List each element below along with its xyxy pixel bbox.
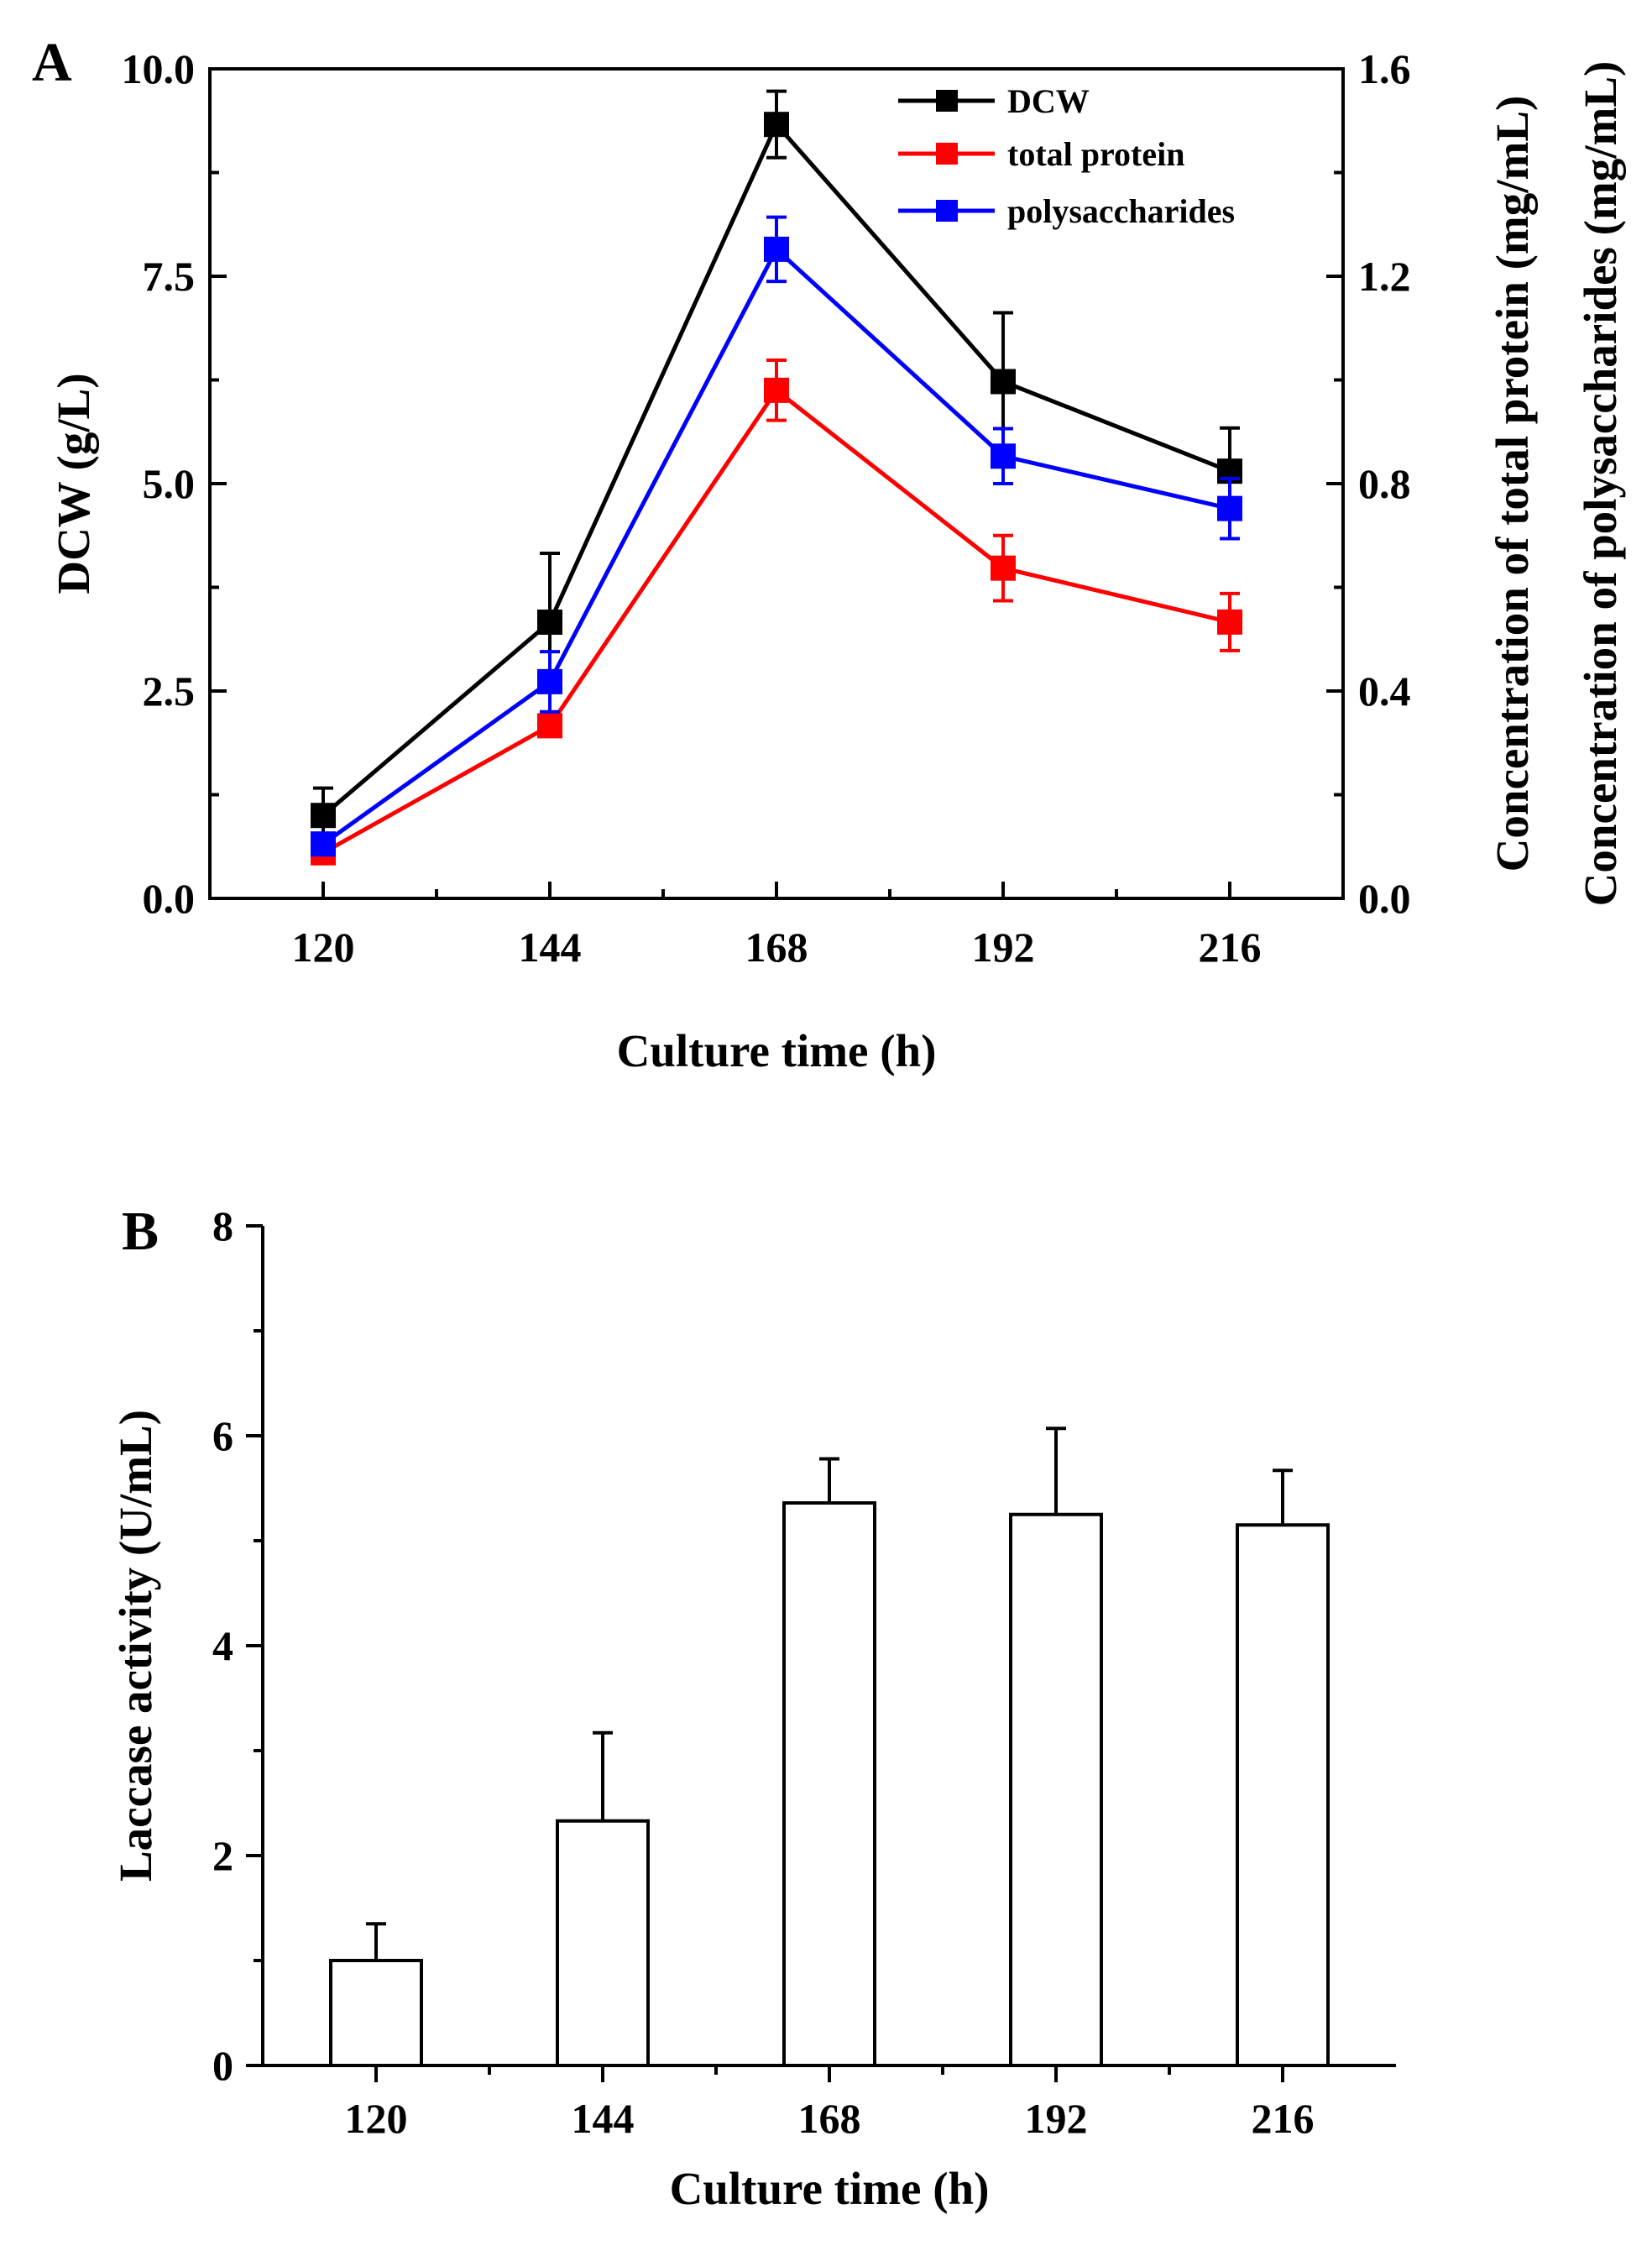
panel-b-bars — [329, 1427, 1330, 2067]
panel-a-x-axis: 120 144 168 192 216 — [292, 882, 1262, 971]
panel-b-y-axis: 0 2 4 6 8 — [212, 1202, 263, 2089]
data-point-dcw — [991, 369, 1016, 395]
y-right-tick-label: 0.0 — [1358, 875, 1411, 922]
panel-a-label: A — [32, 32, 72, 93]
panel-b-x-axis: 120 144 168 192 216 — [345, 2065, 1315, 2142]
bar — [1009, 1512, 1103, 2067]
legend-label-polysaccharides: polysaccharides — [1007, 192, 1235, 230]
bar — [329, 1959, 423, 2067]
y-right-tick-label: 1.2 — [1358, 253, 1411, 300]
data-point-total-protein — [537, 713, 562, 739]
data-point-polysaccharides — [537, 668, 562, 694]
data-point-polysaccharides — [764, 236, 789, 262]
data-point-dcw — [311, 803, 336, 829]
panel-a-y-axis-title-right-2: Concentration of polysaccharides (mg/mL) — [1575, 61, 1626, 907]
y-tick-label: 0 — [212, 2042, 233, 2089]
x-tick-label: 120 — [292, 924, 355, 971]
panel-a-y-axis-left: 0.0 2.5 5.0 7.5 10.0 — [122, 45, 227, 922]
panel-b-bar-chart: B 120 144 168 192 216 0 2 4 6 8 Culture time (h)… — [110, 1201, 1396, 2214]
data-point-polysaccharides — [991, 443, 1016, 469]
y-tick-label: 8 — [212, 1202, 233, 1249]
series-total-protein — [311, 359, 1242, 866]
panel-a-y-axis-right: 0.0 0.4 0.8 1.2 1.6 — [1326, 45, 1411, 922]
series-line-total-protein — [322, 387, 1231, 855]
bar — [556, 1819, 650, 2067]
x-tick-label: 216 — [1252, 2095, 1315, 2142]
series-line-polysaccharides — [322, 245, 1231, 846]
panel-a-legend: DCW total protein polysaccharides — [898, 82, 1235, 230]
x-tick-label: 216 — [1199, 924, 1262, 971]
y-tick-label: 4 — [212, 1622, 233, 1669]
panel-b-label: B — [122, 1201, 159, 1262]
x-tick-label: 120 — [345, 2095, 408, 2142]
panel-a-series — [311, 89, 1242, 866]
y-left-tick-label: 2.5 — [143, 668, 196, 715]
data-point-total-protein — [1217, 609, 1242, 635]
series-polysaccharides — [311, 215, 1242, 857]
y-right-tick-label: 1.6 — [1358, 45, 1411, 92]
data-point-total-protein — [764, 377, 789, 403]
bar — [1236, 1523, 1330, 2067]
x-tick-label: 144 — [519, 924, 582, 971]
panel-b-y-axis-title: Laccase activity (U/mL) — [110, 1410, 161, 1882]
data-point-total-protein — [991, 555, 1016, 581]
panel-a-x-axis-title: Culture time (h) — [617, 1025, 937, 1076]
data-point-polysaccharides — [1217, 495, 1242, 521]
legend-marker-total-protein — [936, 143, 958, 165]
panel-b-x-axis-title: Culture time (h) — [670, 2163, 990, 2214]
x-tick-label: 168 — [745, 924, 808, 971]
y-left-tick-label: 7.5 — [143, 253, 196, 300]
data-point-dcw — [764, 112, 789, 138]
bar — [782, 1501, 876, 2067]
y-right-tick-label: 0.4 — [1358, 668, 1411, 715]
y-left-tick-label: 5.0 — [143, 460, 196, 507]
x-tick-label: 168 — [798, 2095, 861, 2142]
x-tick-label: 192 — [972, 924, 1035, 971]
legend-label-total-protein: total protein — [1007, 135, 1184, 173]
legend-marker-polysaccharides — [936, 200, 958, 222]
y-left-tick-label: 0.0 — [143, 875, 196, 922]
legend-label-dcw: DCW — [1007, 82, 1090, 120]
y-tick-label: 2 — [212, 1832, 233, 1879]
x-tick-label: 144 — [572, 2095, 635, 2142]
legend-marker-dcw — [936, 90, 958, 112]
y-left-tick-label: 10.0 — [122, 45, 196, 92]
x-tick-label: 192 — [1025, 2095, 1088, 2142]
y-right-tick-label: 0.8 — [1358, 460, 1411, 507]
panel-a-y-axis-title-left: DCW (g/L) — [48, 373, 99, 594]
panel-a-line-chart: A 120 144 168 192 216 0.02.55.07.510.0 0.00.… — [32, 32, 1626, 1076]
panel-a-y-axis-title-right-1: Concentration of total protein (mg/mL) — [1487, 96, 1538, 872]
y-tick-label: 6 — [212, 1412, 233, 1459]
data-point-polysaccharides — [311, 831, 336, 857]
data-point-dcw — [537, 609, 562, 635]
